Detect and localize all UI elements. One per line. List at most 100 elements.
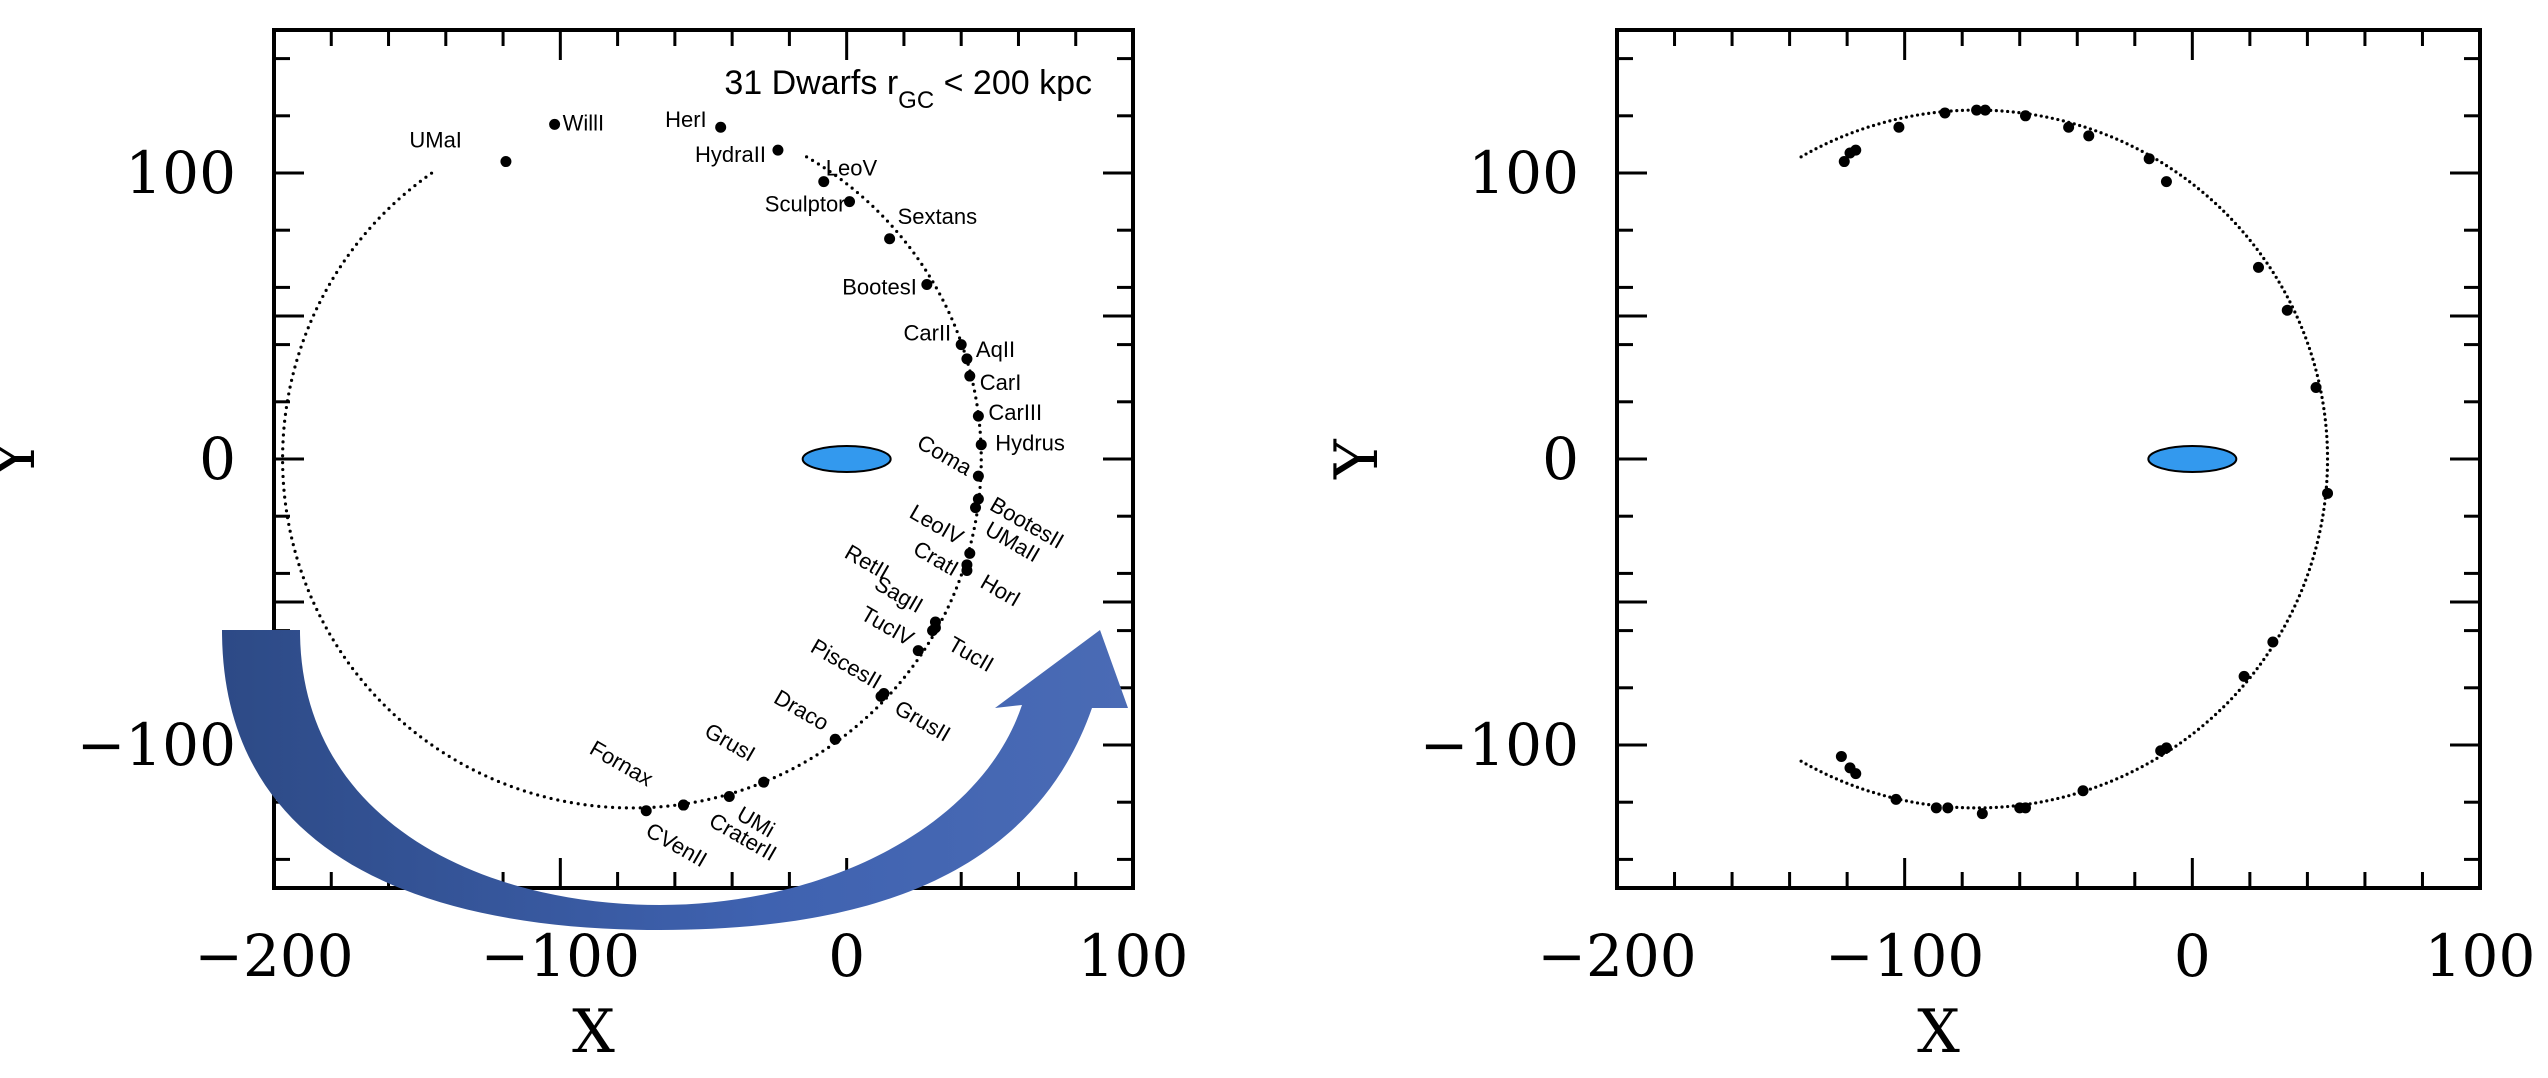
orbit-dot [368,688,372,692]
data-point [2019,110,2031,122]
orbit-dot [2099,131,2103,135]
orbit-dot [912,251,916,255]
x-tick-label: 100 [2425,922,2536,990]
orbit-dot [1921,112,1925,116]
orbit-dot [973,520,978,524]
orbit-dot [299,569,303,573]
orbit-dot [2265,653,2269,657]
orbit-dot [1955,109,1959,113]
orbit-dot [2300,325,2304,330]
orbit-dot [1855,785,1860,789]
orbit-dot [943,611,947,615]
orbit-dot [1910,114,1914,118]
orbit-dot [2314,368,2318,372]
orbit-dot [899,235,903,239]
data-point [875,690,887,702]
orbit-dot [309,319,313,323]
orbit-dot [382,703,386,707]
data-point [818,176,830,188]
orbit-dot [289,378,294,382]
orbit-dot [947,310,951,315]
data-point [927,625,939,637]
orbit-dot [315,307,319,311]
orbit-dot [934,286,938,290]
orbit-dot [1927,111,1931,115]
orbit-dot [359,237,363,241]
orbit-dot [1877,792,1881,796]
orbit-dot [1824,772,1828,776]
orbit-dot [471,768,475,772]
orbit-dot [2315,373,2319,378]
orbit-dot [2045,115,2049,119]
data-point [2063,121,2075,133]
orbit-dot [2311,357,2315,361]
orbit-dot [740,788,744,792]
data-point [677,799,689,811]
orbit-dot [969,540,973,544]
orbit-dot [971,382,975,386]
orbit-dot [2011,110,2015,114]
orbit-dot [1840,135,1844,139]
orbit-dot [496,779,501,784]
orbit-dot [522,789,527,793]
orbit-dot [1949,109,1953,113]
orbit-dot [2104,781,2108,785]
orbit-dot [430,743,434,747]
orbit-dot [1994,805,1998,809]
orbit-dot [2000,109,2004,113]
orbit-dot [576,802,580,806]
orbit-dot [2241,684,2245,688]
orbit-dot [549,796,553,801]
orbit-dot [372,221,377,225]
orbit-dot [382,211,386,215]
orbit-dot [979,458,983,462]
orbit-dot [2297,320,2302,324]
data-point [961,565,973,577]
orbit-dot [331,276,335,280]
orbit-dot [2196,187,2201,191]
orbit-dot [285,399,290,403]
data-point [2160,176,2172,188]
orbit-dot [2307,346,2312,351]
orbit-dot [2094,785,2098,789]
orbit-dot [859,720,864,724]
orbit-dot [299,345,303,349]
orbit-dot [834,173,838,178]
data-point [1835,750,1847,762]
orbit-dot [700,799,704,803]
orbit-dot [972,389,977,393]
y-tick-label: 100 [125,139,236,207]
data-point [884,233,896,245]
orbit-dot [895,229,899,234]
orbit-dot [2160,161,2164,165]
orbit-dot [957,579,961,584]
data-point [1976,808,1988,820]
orbit-dot [2268,648,2272,652]
orbit-dot [2120,139,2124,143]
orbit-dot [938,292,942,296]
orbit-dot [1799,155,1803,159]
orbit-dot [2006,804,2010,809]
orbit-dot [624,806,629,810]
orbit-dot [1866,125,1870,129]
data-point [500,156,512,168]
orbit-dot [779,773,783,777]
orbit-dot [693,800,697,804]
x-tick-label: −200 [194,922,353,990]
dwarf-label: GrusII [891,695,955,747]
orbit-dot [2295,599,2299,603]
orbit-dot [288,529,292,533]
x-tick-label: 100 [1078,922,1189,990]
orbit-dot [281,481,286,485]
orbit-dot [306,588,310,593]
orbit-dot [2237,688,2241,692]
orbit-dot [2104,133,2108,137]
orbit-dot [295,556,299,560]
orbit-dot [453,758,457,762]
orbit-dot [2258,252,2263,256]
orbit-dot [2120,775,2124,779]
orbit-dot [342,259,346,263]
title-suffix: < 200 kpc [934,64,1092,102]
orbit-dot [447,754,451,758]
orbit-dot [2083,125,2087,129]
